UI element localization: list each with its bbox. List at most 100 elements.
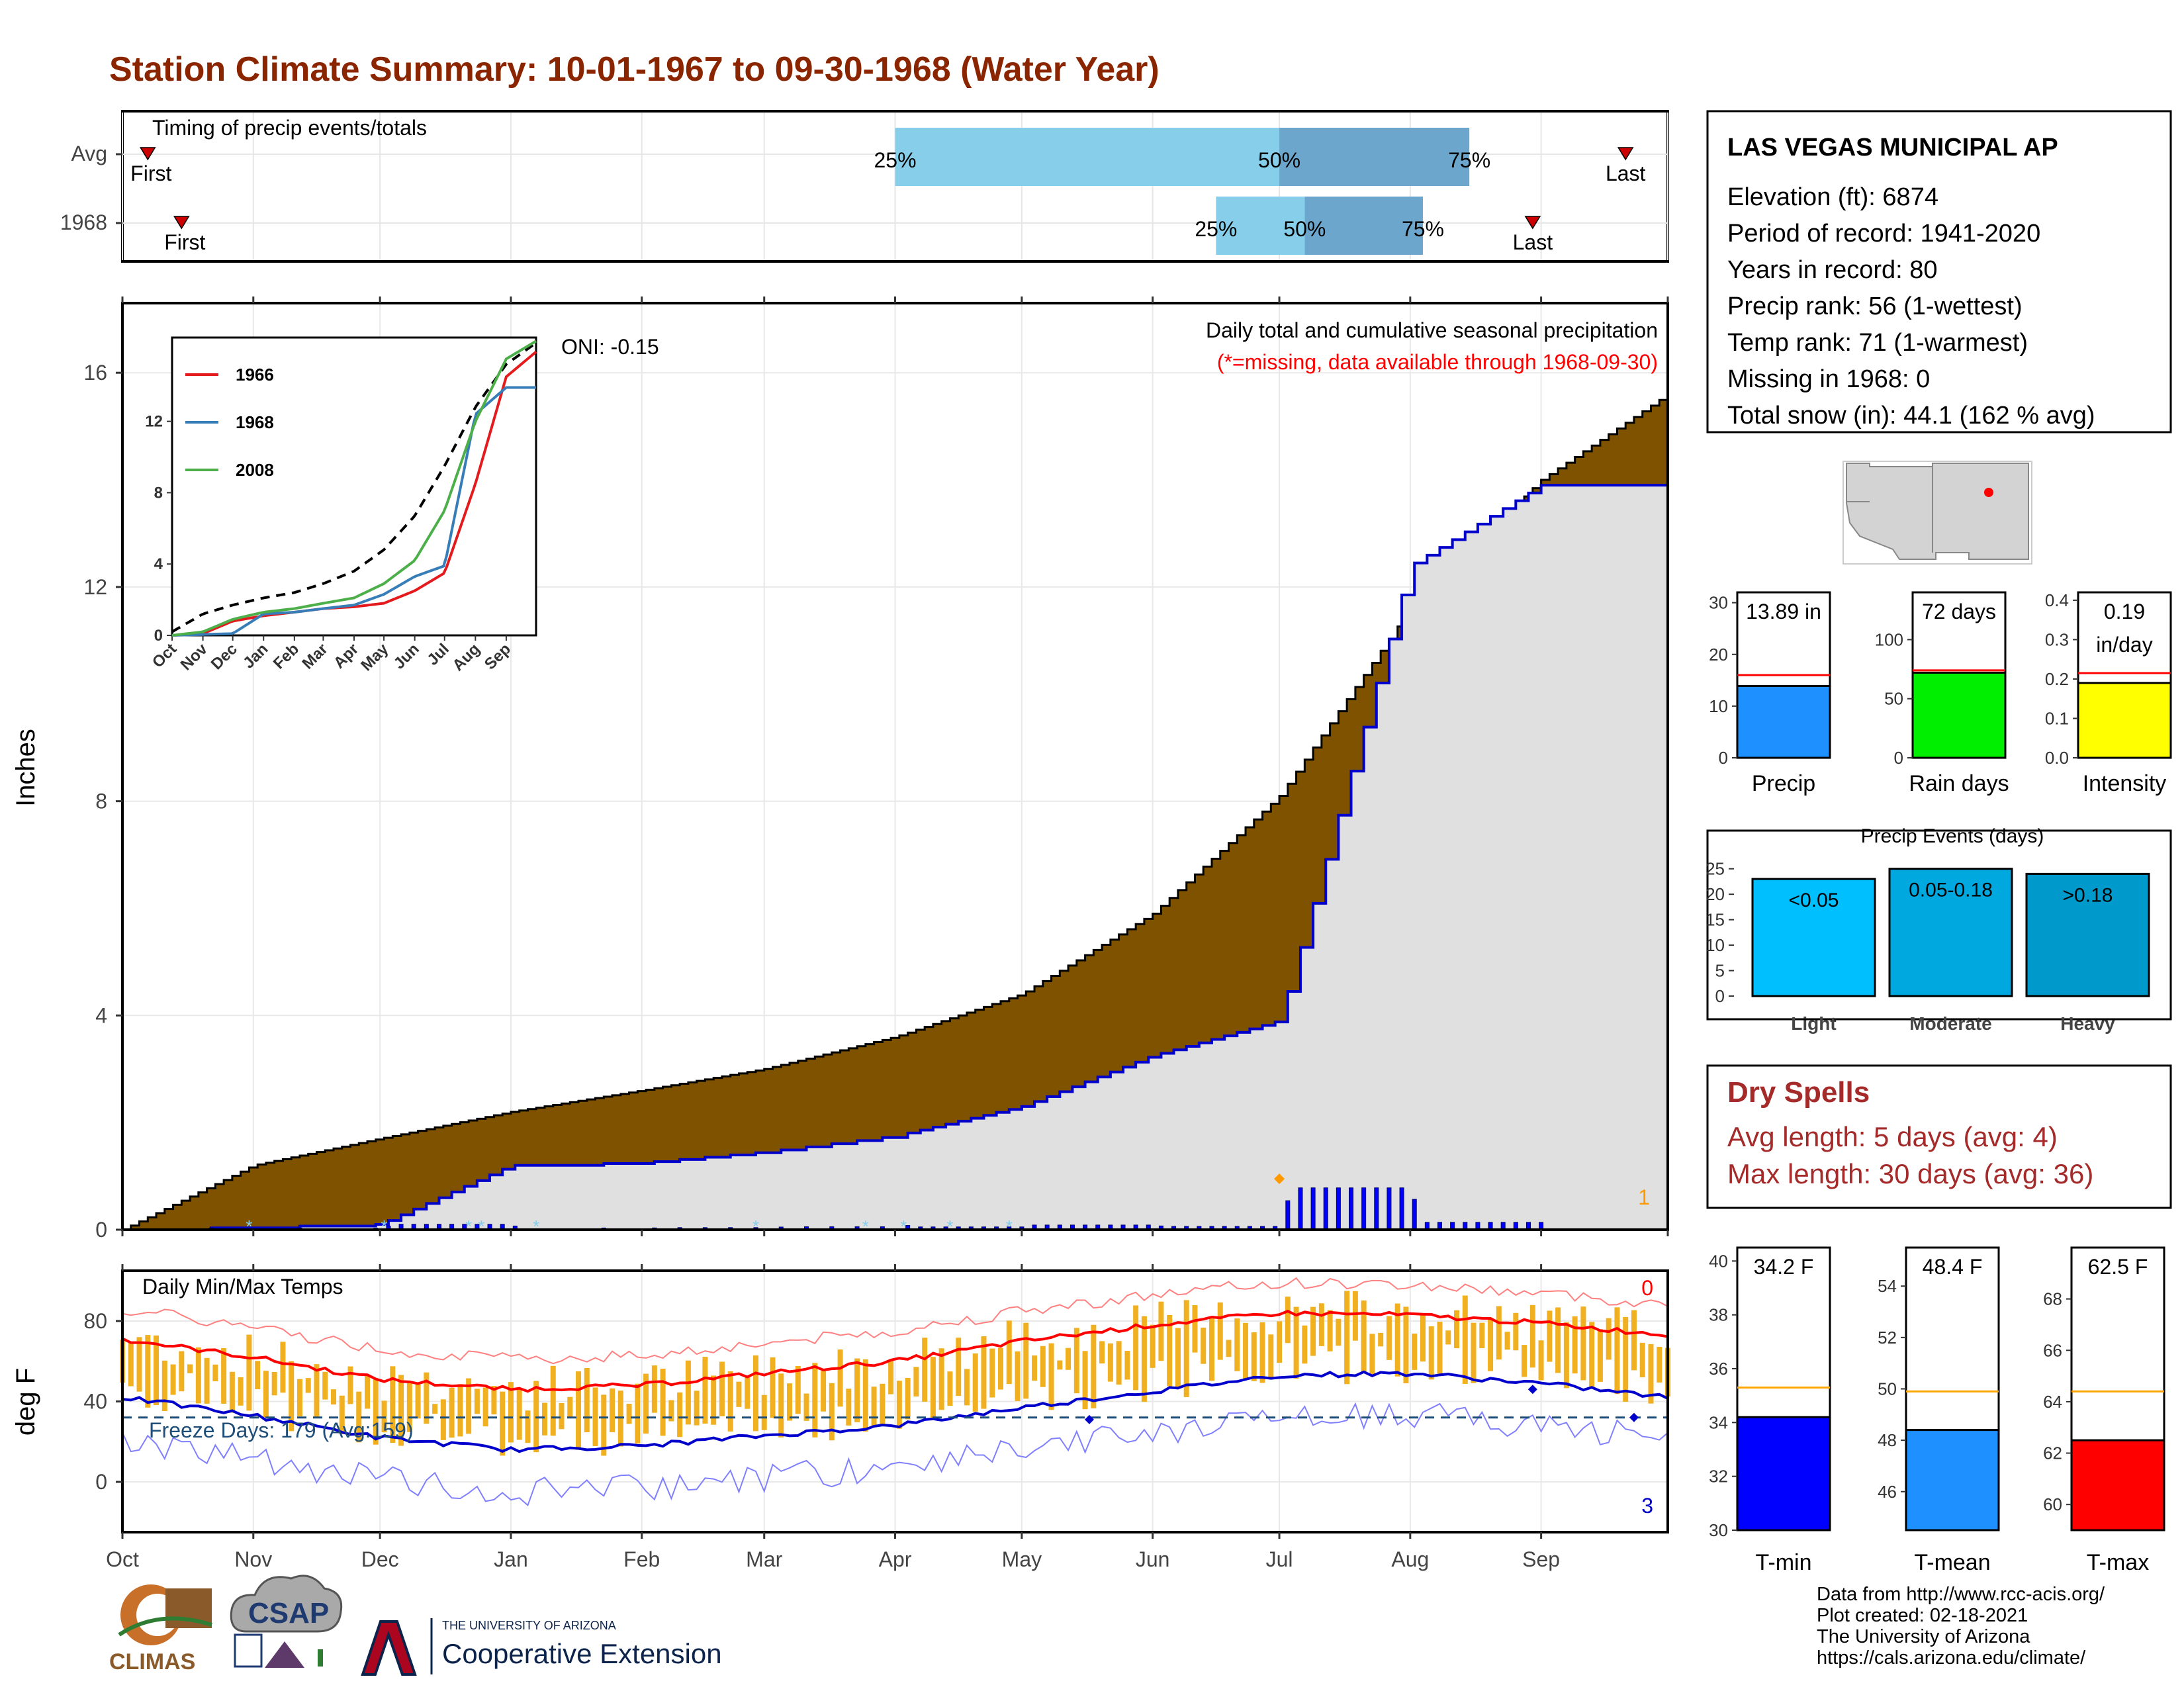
daily-precip-bar (1412, 1199, 1417, 1230)
daily-temp-bar (1378, 1332, 1384, 1347)
mini-bar-tick-label: 54 (1878, 1276, 1897, 1296)
csap-rain-icon (234, 1633, 263, 1668)
mini-bar-value-label: 0.19 (2104, 600, 2145, 623)
snow-marker-icon: * (478, 1216, 484, 1236)
daily-temp-bar (314, 1364, 320, 1418)
mini-bar-tick-label: 36 (1709, 1359, 1728, 1379)
timing-q75-label: 75% (1402, 217, 1444, 241)
station-name: LAS VEGAS MUNICIPAL AP (1727, 134, 2058, 161)
mini-bar-value-label: 34.2 F (1754, 1255, 1814, 1279)
daily-temp-bar (398, 1375, 404, 1446)
daily-temp-bar (1158, 1301, 1164, 1361)
daily-temp-bar (871, 1387, 877, 1427)
last-event-label: Last (1513, 230, 1553, 254)
daily-temp-bar (212, 1364, 218, 1381)
precip-events-panel: Precip Events (days) 0 5 10 15 20 25 <0.05 Ligh… (1706, 825, 2172, 1034)
daily-temp-bar (1639, 1342, 1645, 1377)
daily-temp-bar (711, 1375, 717, 1425)
daily-temp-bar (161, 1360, 167, 1412)
mini-bar-value-unit: in/day (2096, 633, 2152, 657)
daily-temp-bar (1479, 1322, 1485, 1348)
daily-temp-bar (1150, 1324, 1156, 1368)
avg-max-line (122, 1309, 1668, 1393)
daily-temp-bar (1352, 1291, 1358, 1341)
dry-spells-avg: Avg length: 5 days (avg: 4) (1727, 1121, 2058, 1152)
locator-map (1843, 461, 2032, 565)
timing-panel: 25% 50% 75% First Last 25% 50% 75% First Last Tim… (60, 110, 1669, 263)
mini-bar-tick-label: 62 (2043, 1443, 2062, 1463)
daily-temp-bar (778, 1373, 784, 1438)
mini-bar-value (1736, 684, 1831, 759)
daily-temp-bar (1563, 1322, 1569, 1389)
observed-cumulative-area (122, 484, 1669, 1231)
daily-temp-bar (559, 1402, 565, 1430)
events-ytick-label: 5 (1715, 961, 1725, 981)
timing-title: Timing of precip events/totals (152, 116, 427, 140)
daily-temp-bar (280, 1342, 286, 1393)
footer: CLIMAS CSAP THE UNIVERSITY OF ARIZONA Co… (109, 1575, 2105, 1676)
mini-bar-value (2077, 682, 2172, 759)
month-label: May (1002, 1547, 1042, 1571)
events-ytick-label: 25 (1706, 859, 1725, 879)
daily-temp-bar (1412, 1333, 1418, 1370)
daily-temp-bar (1023, 1322, 1029, 1399)
month-label: Mar (746, 1547, 782, 1571)
daily-temp-bar (1428, 1326, 1434, 1380)
daily-temp-bar (491, 1386, 497, 1415)
inset-frame (171, 336, 537, 637)
daily-temp-bar (1226, 1340, 1232, 1357)
mini-bar-value-label: 72 days (1922, 600, 1996, 623)
daily-temp-bar (702, 1357, 708, 1424)
daily-temp-bar (1462, 1295, 1468, 1384)
station-box: LAS VEGAS MUNICIPAL AP Elevation (ft): 6… (1706, 110, 2172, 434)
daily-temp-bar (1572, 1316, 1578, 1374)
daily-temp-bar (719, 1361, 725, 1416)
mini-bar-tick-label: 0.1 (2045, 708, 2069, 728)
mini-bar-label: Intensity (2083, 771, 2167, 796)
daily-temp-bar (1369, 1334, 1375, 1375)
snow-marker-icon: * (465, 1216, 472, 1236)
climas-text: CLIMAS (109, 1649, 195, 1674)
station-info-line: Temp rank: 71 (1-warmest) (1727, 329, 2028, 357)
max-precip-marker-icon (1274, 1173, 1285, 1185)
mini-bar-tick-label: 0.3 (2045, 629, 2069, 649)
month-label: Aug (1391, 1547, 1429, 1571)
mini-bar-tick-label: 10 (1709, 696, 1728, 716)
daily-temp-bar (981, 1336, 987, 1409)
daily-temp-bar (1597, 1329, 1603, 1382)
daily-temp-bar (1648, 1344, 1654, 1404)
inset-ytick-label: 0 (154, 627, 163, 645)
daily-temp-bar (846, 1389, 852, 1426)
station-location-marker (1984, 488, 1993, 497)
summary-bar-precip: 0 10 20 30 13.89 in Precip (1709, 591, 1831, 796)
footer-credit-line: The University of Arizona (1817, 1626, 2030, 1647)
mini-bar-tick-label: 40 (1709, 1251, 1728, 1271)
daily-temp-bar (373, 1379, 379, 1445)
daily-temp-bar (1386, 1316, 1392, 1360)
daily-temp-bar (736, 1381, 742, 1407)
daily-temp-bar (305, 1378, 311, 1393)
daily-temp-bar (1107, 1343, 1113, 1382)
daily-temp-bar (997, 1348, 1003, 1390)
inset-series-line-1968 (171, 386, 536, 637)
daily-temp-bar (238, 1377, 244, 1406)
events-category-label: Moderate (1909, 1013, 1991, 1034)
daily-temp-bar (635, 1383, 641, 1444)
month-label: Dec (361, 1547, 399, 1571)
daily-temp-bar (803, 1393, 809, 1421)
temp-ytick-label: 80 (83, 1309, 107, 1333)
climas-swoosh-icon (118, 1616, 212, 1637)
last-event-marker-icon (1524, 216, 1541, 230)
mini-bar-tick-label: 68 (2043, 1289, 2062, 1309)
daily-temp-bar (508, 1382, 514, 1443)
daily-temp-bar (229, 1371, 235, 1413)
first-event-label: First (164, 230, 205, 254)
mini-bar-tick-label: 46 (1878, 1482, 1897, 1502)
dry-spells-panel: Dry Spells Avg length: 5 days (avg: 4) M… (1706, 1064, 2172, 1209)
mini-bar-tick-label: 50 (1884, 689, 1903, 709)
record-low-marker-icon (1527, 1385, 1537, 1394)
last-event-marker-icon (1617, 147, 1634, 161)
ua-a-icon (361, 1620, 417, 1676)
mini-bar-tick-label: 100 (1875, 629, 1903, 649)
